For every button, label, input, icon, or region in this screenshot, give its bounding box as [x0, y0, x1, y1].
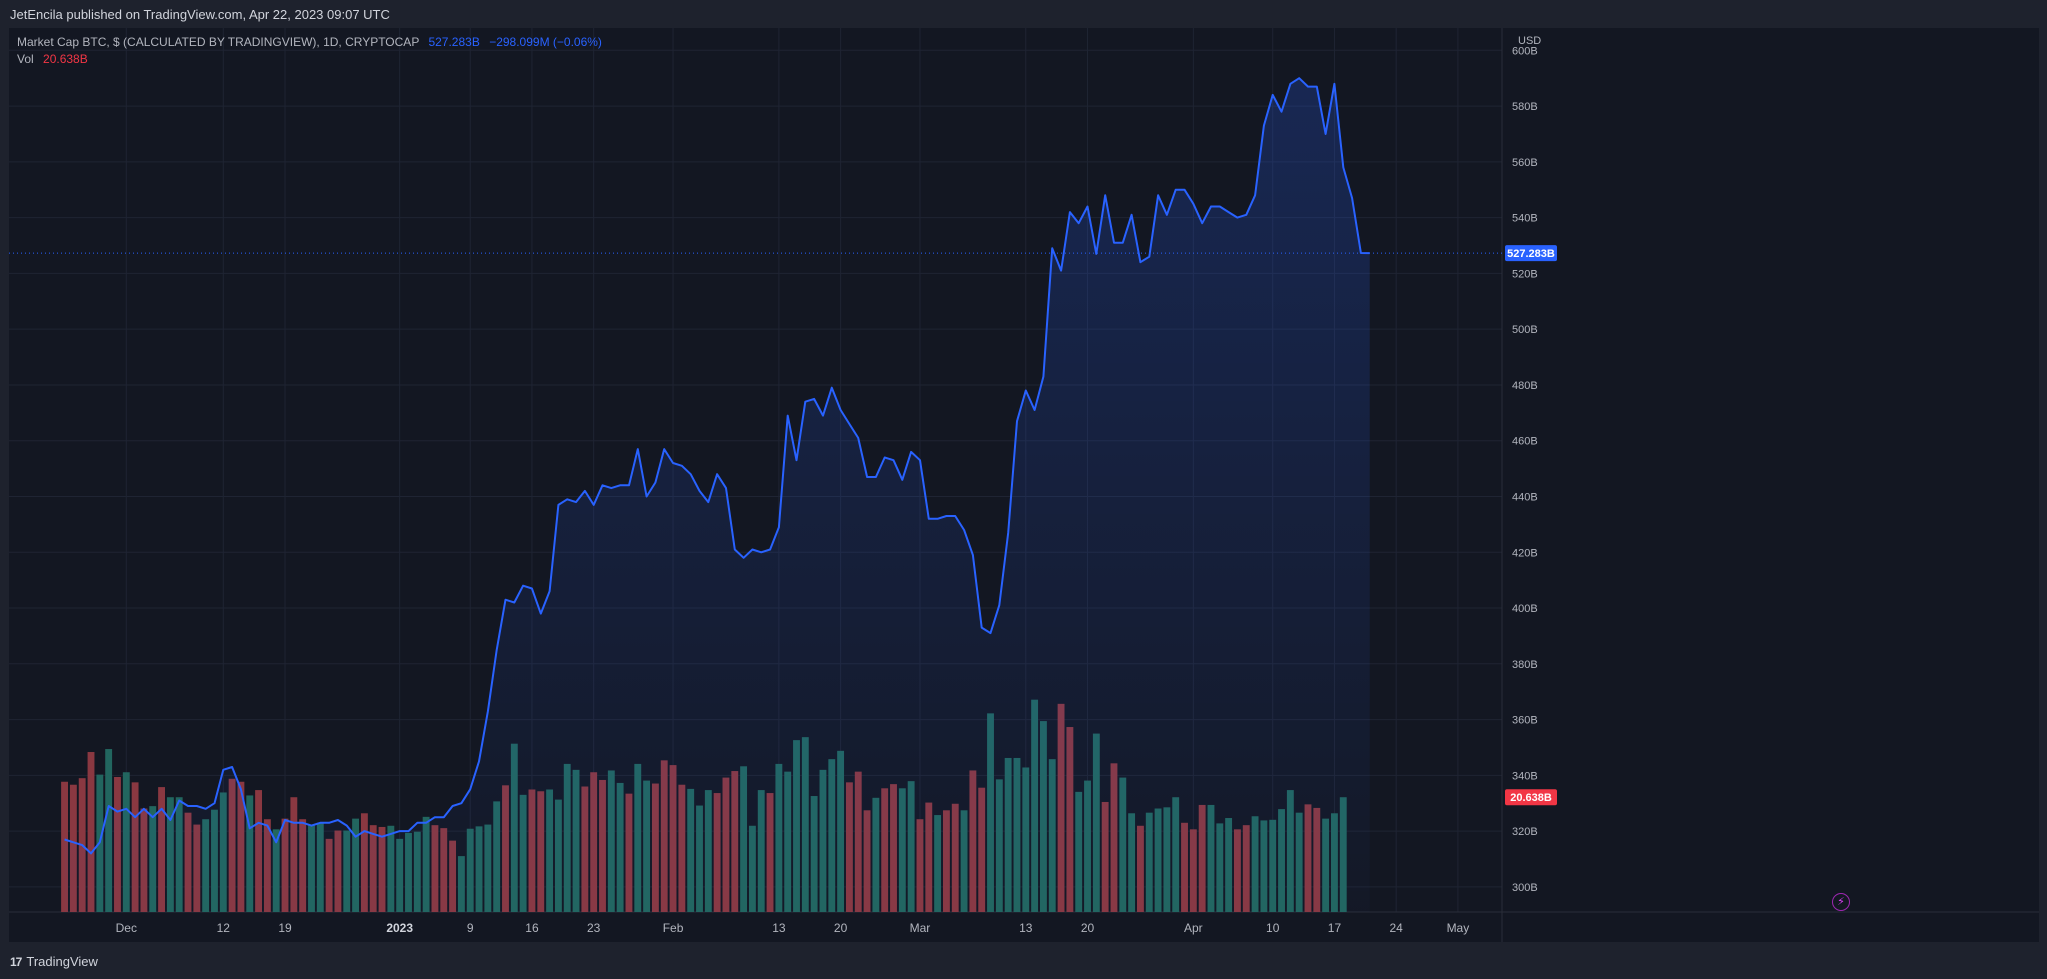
y-tick-label: 380B	[1512, 659, 1538, 671]
x-tick-label: 13	[1019, 921, 1033, 935]
volume-last-badge	[1505, 789, 1557, 806]
x-tick-label: 13	[772, 921, 786, 935]
y-tick-label: 580B	[1512, 101, 1538, 113]
last-price-label: 527.283B	[1507, 248, 1555, 260]
y-tick-label: 420B	[1512, 547, 1538, 559]
chart-canvas[interactable]: 600B 580B 560B 540B 520B 500B 480B 460B 440B 420B…	[9, 28, 2039, 942]
y-tick-label: 560B	[1512, 157, 1538, 169]
currency-label: USD	[1518, 35, 1541, 47]
x-tick-label: 17	[1328, 921, 1342, 935]
tradingview-icon: 17	[10, 954, 22, 969]
tradingview-brand: TradingView	[26, 954, 98, 969]
y-tick-label: 440B	[1512, 491, 1538, 503]
y-tick-label: 480B	[1512, 380, 1538, 392]
x-tick-label: Mar	[910, 921, 931, 935]
y-tick-label: 400B	[1512, 603, 1538, 615]
volume-bar-down	[87, 752, 95, 912]
x-tick-label: Feb	[663, 921, 684, 935]
lightning-icon[interactable]: ⚡	[1832, 893, 1850, 911]
x-tick-label: 19	[278, 921, 292, 935]
market-cap-area	[64, 78, 1370, 912]
publisher-text: JetEncila published on TradingView.com, …	[10, 7, 390, 22]
volume-last-label: 20.638B	[1510, 792, 1552, 804]
y-tick-label: 360B	[1512, 715, 1538, 727]
x-tick-label: May	[1447, 921, 1470, 935]
y-tick-label: 500B	[1512, 324, 1538, 336]
footer: 17 TradingView	[0, 942, 2047, 979]
x-tick-label: 16	[525, 921, 539, 935]
x-tick-label: 2023	[386, 921, 413, 935]
chart-pane[interactable]: 600B 580B 560B 540B 520B 500B 480B 460B 440B 420B…	[9, 28, 2039, 942]
x-tick-label: 20	[1081, 921, 1095, 935]
y-tick-label: 300B	[1512, 882, 1538, 894]
x-tick-label: Dec	[116, 921, 137, 935]
x-tick-label: 23	[587, 921, 601, 935]
last-price-badge	[1505, 245, 1557, 262]
tradingview-logo[interactable]: 17 TradingView	[10, 954, 98, 969]
y-tick-label: 340B	[1512, 770, 1538, 782]
x-tick-label: Apr	[1184, 921, 1203, 935]
publish-header: JetEncila published on TradingView.com, …	[0, 0, 2047, 28]
x-tick-label: 12	[217, 921, 231, 935]
x-tick-label: 9	[467, 921, 474, 935]
x-tick-label: 10	[1266, 921, 1280, 935]
y-tick-label: 320B	[1512, 826, 1538, 838]
x-tick-label: 24	[1389, 921, 1403, 935]
volume-bar-down	[61, 781, 68, 912]
y-tick-label: 540B	[1512, 213, 1538, 225]
market-cap-line	[64, 77, 1370, 855]
y-tick-label: 600B	[1512, 45, 1538, 57]
x-tick-label: 20	[834, 921, 848, 935]
y-tick-label: 460B	[1512, 436, 1538, 448]
y-tick-label: 520B	[1512, 268, 1538, 280]
